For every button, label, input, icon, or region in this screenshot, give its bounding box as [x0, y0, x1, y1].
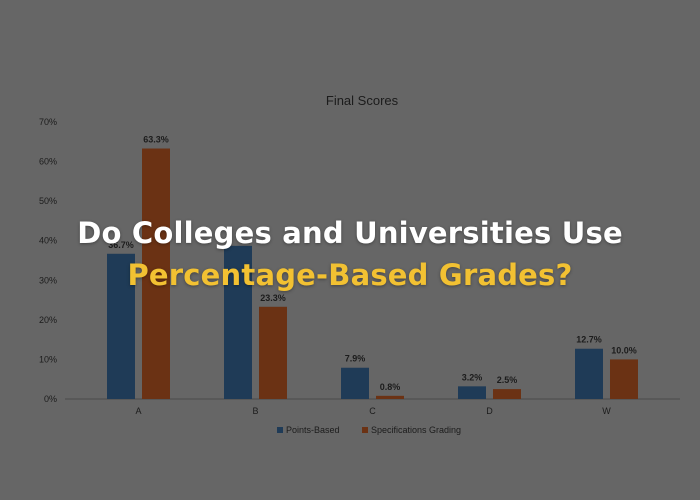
bars: 36.7% 63.3% 23.3% 7.9% 0.8% 3.2% 2.5% 12.7% 10.0… [107, 135, 638, 399]
bar-specifications-grading-w [610, 359, 638, 399]
x-tick-label: C [369, 406, 376, 416]
x-tick-label: W [602, 406, 611, 416]
legend-label: Points-Based [286, 425, 340, 435]
legend-label: Specifications Grading [371, 425, 461, 435]
bar-points-based-a [107, 253, 135, 399]
y-tick-label: 10% [39, 354, 57, 364]
data-label: 36.7% [108, 240, 134, 250]
title-overlay: Do Colleges and Universities Use Percent… [0, 212, 700, 296]
bar-specifications-grading-d [493, 389, 521, 399]
headline-line-1: Do Colleges and Universities Use [77, 216, 623, 250]
legend-swatch [277, 427, 283, 433]
data-label: 23.3% [260, 293, 286, 303]
x-tick-label: D [486, 406, 493, 416]
data-label: 12.7% [576, 335, 602, 345]
bar-specifications-grading-c [376, 395, 404, 399]
bar-points-based-b [224, 245, 252, 399]
legend: Points-Based Specifications Grading [277, 425, 461, 435]
x-tick-label: B [252, 406, 258, 416]
headline-line-2: Percentage-Based Grades? [127, 258, 573, 292]
legend-swatch [362, 427, 368, 433]
y-tick-label: 50% [39, 196, 57, 206]
data-label: 63.3% [143, 135, 169, 145]
y-tick-label: 20% [39, 315, 57, 325]
y-tick-label: 0% [44, 394, 57, 404]
data-label: 7.9% [345, 354, 366, 364]
bar-points-based-w [575, 348, 603, 399]
chart-title: Final Scores [326, 93, 399, 108]
data-label: 2.5% [497, 375, 518, 385]
data-label: 3.2% [462, 372, 483, 382]
bar-specifications-grading-b [259, 306, 287, 399]
y-tick-label: 70% [39, 117, 57, 127]
bar-points-based-c [341, 367, 369, 399]
y-axis: 0% 10% 20% 30% 40% 50% 60% 70% [39, 117, 57, 404]
x-tick-label: A [135, 406, 141, 416]
y-tick-label: 40% [39, 236, 57, 246]
bar-points-based-d [458, 386, 486, 399]
data-label: 10.0% [611, 345, 637, 355]
y-tick-label: 60% [39, 157, 57, 167]
y-tick-label: 30% [39, 275, 57, 285]
bar-specifications-grading-a [142, 148, 170, 399]
data-label: 0.8% [380, 382, 401, 392]
